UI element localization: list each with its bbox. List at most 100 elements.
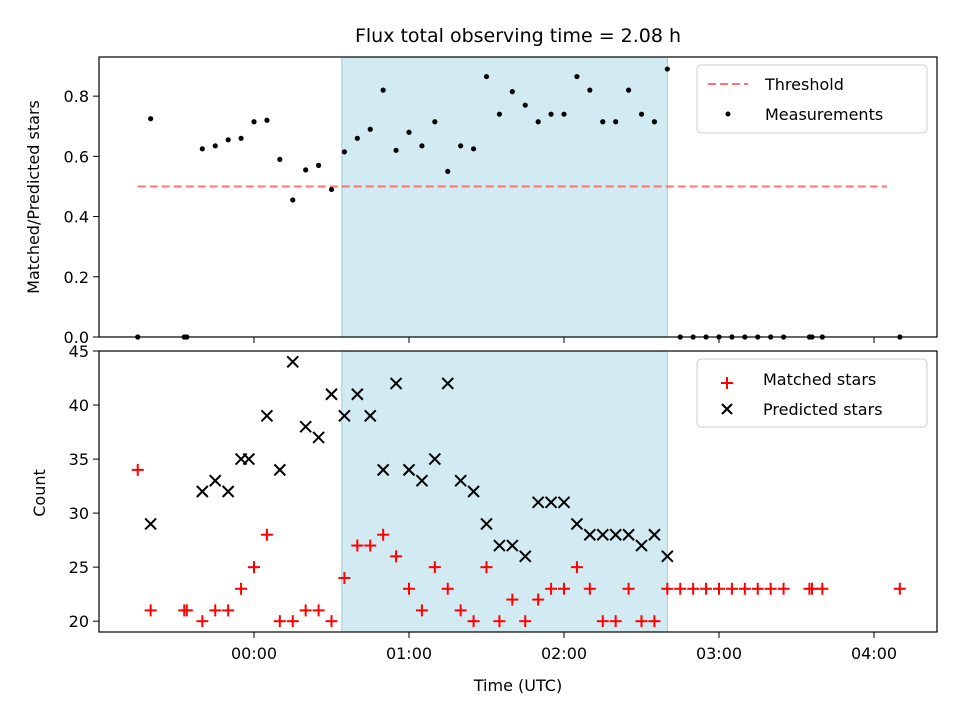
predicted-point <box>338 409 351 423</box>
matched-point <box>506 593 519 606</box>
matched-point <box>196 615 209 628</box>
matched-point <box>713 582 725 595</box>
measurement-point <box>458 143 464 149</box>
measurement-point <box>483 73 490 80</box>
predicted-point <box>622 528 635 541</box>
predicted-point <box>441 377 454 390</box>
measurement-point <box>290 197 296 203</box>
matched-point <box>519 615 532 628</box>
measurement-point <box>509 89 515 95</box>
predicted-point <box>557 496 571 509</box>
matched-point <box>260 528 273 541</box>
y-tick-label: 0.0 <box>64 328 89 347</box>
matched-point <box>441 582 454 595</box>
matched-point <box>622 582 635 595</box>
predicted-point <box>209 474 222 487</box>
y-tick-label: 0.6 <box>64 147 89 166</box>
measurement-point <box>225 137 231 143</box>
matched-point <box>687 582 700 595</box>
matched-point <box>390 550 403 563</box>
matched-point <box>532 593 545 606</box>
matched-point <box>648 615 661 628</box>
legend-matched-swatch <box>721 377 733 389</box>
predicted-point <box>635 539 648 552</box>
bottom-shaded-region <box>341 350 668 633</box>
y-tick-label: 30 <box>69 504 89 523</box>
y-tick-label: 35 <box>69 450 89 469</box>
measurement-point <box>199 146 205 152</box>
matched-point <box>180 604 193 617</box>
measurement-point <box>328 186 335 193</box>
matched-point <box>700 582 713 595</box>
measurement-point <box>380 87 386 93</box>
x-tick-label: 02:00 <box>541 644 587 663</box>
predicted-point <box>221 485 235 498</box>
matched-point <box>480 561 493 574</box>
measurement-point <box>651 119 658 125</box>
matched-point <box>286 615 299 628</box>
measurement-point <box>574 73 580 80</box>
legend-matched-label: Matched stars <box>763 370 876 389</box>
matched-point <box>364 539 377 552</box>
predicted-point <box>531 496 545 509</box>
predicted-point <box>389 377 403 390</box>
x-tick-label: 00:00 <box>231 644 277 663</box>
measurement-point <box>341 149 348 155</box>
matched-point <box>325 615 338 628</box>
matched-point <box>312 604 325 617</box>
matched-point <box>806 582 818 595</box>
matched-point <box>428 561 441 574</box>
bottom-panel: 20 25 30 35 40 45 00:00 01:00 02:00 03:00 04:00 C… <box>30 342 938 695</box>
matched-point <box>738 582 751 595</box>
matched-point <box>751 582 764 595</box>
chart-title: Flux total observing time = 2.08 h <box>355 25 681 47</box>
matched-point <box>583 582 596 595</box>
measurement-point <box>535 119 541 125</box>
measurement-point <box>264 117 270 123</box>
predicted-point <box>428 452 442 466</box>
predicted-point <box>196 485 209 498</box>
x-tick-label: 04:00 <box>851 644 897 663</box>
matched-point <box>454 604 467 617</box>
matched-point <box>131 463 144 476</box>
y-tick-label: 0.4 <box>64 208 89 227</box>
bottom-y-axis-label: Count <box>30 469 49 517</box>
y-tick-label: 45 <box>69 342 89 361</box>
measurement-point <box>393 147 399 153</box>
predicted-point <box>402 463 416 477</box>
predicted-point <box>325 388 338 401</box>
predicted-point <box>493 539 506 552</box>
measurement-point <box>522 102 528 108</box>
matched-point <box>338 571 351 584</box>
matched-point <box>545 582 558 595</box>
measurement-point <box>303 167 309 173</box>
measurement-point <box>561 111 567 117</box>
matched-point <box>273 615 286 628</box>
predicted-point <box>286 355 299 369</box>
predicted-point <box>570 517 584 531</box>
top-legend: Threshold Measurements <box>696 64 928 134</box>
measurement-point <box>548 111 554 117</box>
x-tick-label: 03:00 <box>696 644 742 663</box>
measurement-point <box>600 119 606 125</box>
measurement-point <box>212 143 218 149</box>
top-shaded-region <box>341 56 668 338</box>
predicted-point <box>351 388 364 401</box>
predicted-point <box>415 474 429 487</box>
predicted-point <box>519 550 532 563</box>
matched-point <box>558 582 570 595</box>
y-tick-label: 20 <box>69 612 89 631</box>
top-panel: 0.00.20.40.60.8 Matched/Predicted stars … <box>24 56 938 347</box>
matched-point <box>777 582 790 595</box>
matched-point <box>661 582 674 595</box>
matched-point <box>674 582 687 595</box>
measurement-point <box>419 143 425 149</box>
bottom-legend: Matched stars Predicted stars <box>696 358 928 428</box>
measurement-point <box>664 66 670 72</box>
legend-threshold-label: Threshold <box>764 75 844 94</box>
predicted-point <box>506 539 519 552</box>
measurement-point <box>406 129 412 135</box>
predicted-point <box>144 517 157 531</box>
predicted-point <box>376 463 390 477</box>
y-tick-label: 0.2 <box>64 268 89 287</box>
